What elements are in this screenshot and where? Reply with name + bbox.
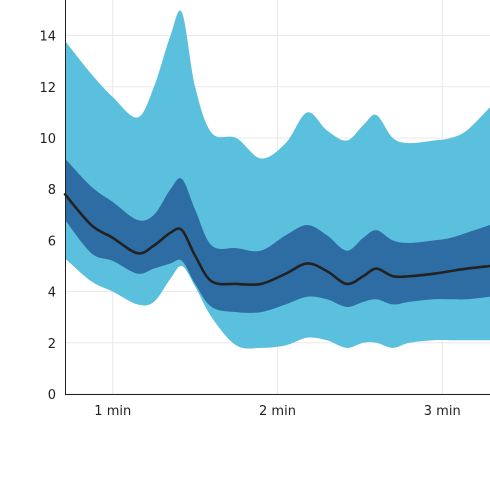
- y-tick-label-7: 14: [39, 30, 56, 45]
- y-axis-ticks: 0 2 4 6 8 10 12 14: [39, 30, 56, 403]
- y-tick-label-5: 10: [39, 132, 56, 147]
- y-tick-label-1: 2: [48, 337, 56, 352]
- median-line-group: [63, 193, 490, 287]
- y-tick-label-4: 8: [48, 183, 56, 198]
- axes: [65, 0, 490, 395]
- x-axis-ticks: 1 min 2 min 3 min: [94, 404, 460, 419]
- y-tick-label-2: 4: [48, 286, 56, 301]
- x-tick-label-2: 3 min: [424, 404, 461, 419]
- bands: [65, 10, 490, 349]
- band-1: [65, 158, 490, 313]
- y-tick-label-3: 6: [48, 234, 56, 249]
- x-tick-label-0: 1 min: [94, 404, 131, 419]
- median-line: [63, 193, 490, 287]
- y-tick-label-6: 12: [39, 81, 56, 96]
- x-tick-label-1: 2 min: [259, 404, 296, 419]
- y-tick-label-0: 0: [48, 388, 56, 403]
